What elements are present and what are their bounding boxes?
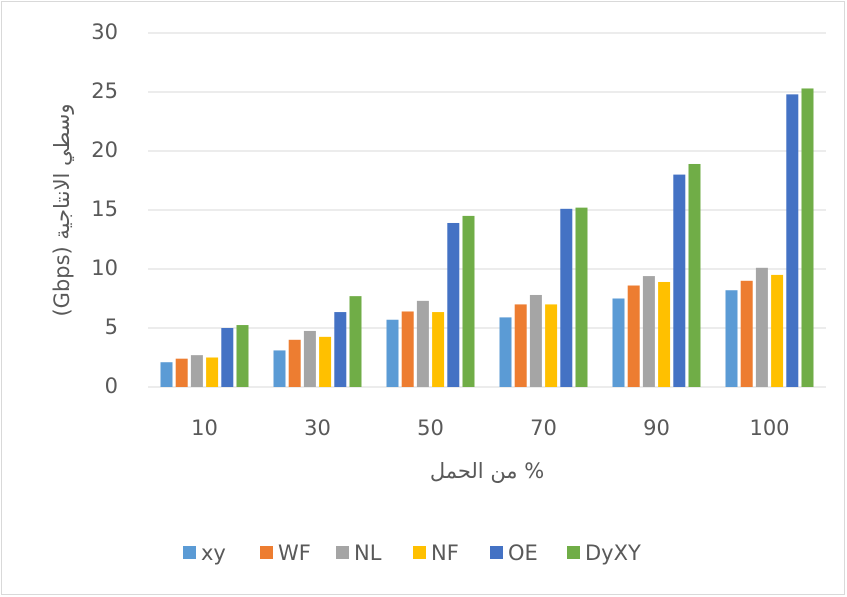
bar (303, 330, 316, 387)
bar (545, 304, 558, 387)
x-tick-label: 30 (304, 416, 331, 440)
bar (175, 358, 188, 387)
bar (319, 336, 332, 387)
bar (725, 290, 738, 387)
bar (386, 319, 399, 387)
bar (642, 276, 655, 387)
y-tick-label: 10 (91, 256, 118, 280)
bar (160, 362, 173, 387)
bar (416, 300, 429, 387)
x-axis-label: % من الحمل (430, 459, 544, 483)
bar (658, 281, 671, 387)
legend-label: DyXY (585, 541, 641, 565)
bar (288, 339, 301, 387)
legend-swatch (413, 546, 426, 559)
bar (432, 312, 445, 387)
bar (514, 304, 527, 387)
y-tick-label: 0 (105, 374, 118, 398)
y-tick-label: 25 (91, 79, 118, 103)
legend-swatch (336, 546, 349, 559)
legend-swatch (183, 546, 196, 559)
bar (560, 208, 573, 387)
y-tick-label: 30 (91, 20, 118, 44)
bar (627, 285, 640, 387)
bar (688, 163, 701, 387)
y-axis-label: وسطي الانتاجية (Gbps) (50, 103, 74, 316)
legend-label: WF (278, 541, 311, 565)
bar (771, 274, 784, 387)
legend-swatch (490, 546, 503, 559)
bar (349, 296, 362, 387)
legend-label: NL (354, 541, 382, 565)
bar (529, 294, 542, 387)
legend-label: NF (431, 541, 459, 565)
bar (206, 357, 219, 387)
bar (575, 207, 588, 387)
legend-swatch (567, 546, 580, 559)
legend-label: OE (508, 541, 538, 565)
bar (740, 280, 753, 387)
y-tick-label: 15 (91, 197, 118, 221)
bar (801, 88, 814, 388)
x-tick-label: 10 (191, 416, 218, 440)
bar (786, 94, 799, 388)
bar (334, 312, 347, 387)
bar (221, 328, 234, 387)
legend-label: xy (201, 541, 226, 565)
x-tick-label: 70 (530, 416, 557, 440)
bar (236, 325, 249, 387)
x-tick-label: 100 (749, 416, 789, 440)
bar (462, 215, 475, 387)
bar (273, 350, 286, 387)
y-tick-label: 20 (91, 138, 118, 162)
bar (755, 267, 768, 387)
x-tick-label: 90 (643, 416, 670, 440)
bar (673, 174, 686, 387)
y-tick-label: 5 (105, 315, 118, 339)
bar (401, 311, 414, 387)
bar (190, 355, 203, 387)
bar (447, 222, 460, 387)
bar (499, 317, 512, 387)
x-tick-label: 50 (417, 416, 444, 440)
bar (612, 298, 625, 387)
legend-swatch (260, 546, 273, 559)
